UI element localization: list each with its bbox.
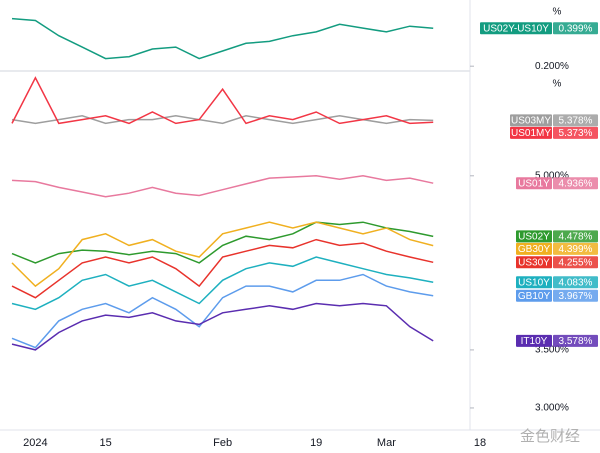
y-tick-label: 5.000% bbox=[535, 170, 569, 181]
legend-name: IT10Y bbox=[521, 336, 548, 347]
legend-value: 4.478% bbox=[559, 232, 593, 243]
series-line bbox=[11, 221, 434, 264]
legend-value-box bbox=[553, 256, 598, 269]
y-tick-label: 3.000% bbox=[535, 403, 569, 414]
legend-value: 4.936% bbox=[559, 178, 593, 189]
x-tick-label: 18 bbox=[474, 437, 486, 449]
y-tick-label: 0.200% bbox=[535, 61, 569, 72]
legend-name-box bbox=[516, 242, 552, 255]
legend-value: 5.373% bbox=[559, 128, 593, 139]
legend-name-box bbox=[516, 276, 552, 289]
legend-value: 4.255% bbox=[559, 257, 593, 268]
series-line bbox=[11, 17, 434, 60]
y-unit-label: % bbox=[553, 79, 562, 90]
legend-name: GB10Y bbox=[518, 291, 551, 302]
legend-name-box bbox=[510, 126, 552, 139]
legend-name: US10Y bbox=[518, 277, 550, 288]
y-unit-label: % bbox=[553, 7, 562, 18]
legend-name: US03MY bbox=[511, 116, 551, 127]
legend-name: GB30Y bbox=[518, 244, 551, 255]
legend-name-box bbox=[516, 230, 552, 243]
legend-value: 3.967% bbox=[559, 291, 593, 302]
legend-value-box bbox=[553, 276, 598, 289]
legend-name-box bbox=[516, 177, 552, 190]
legend-value-box bbox=[553, 289, 598, 302]
x-tick-label: Mar bbox=[377, 437, 396, 449]
x-tick-label: 15 bbox=[99, 437, 111, 449]
legend-name: US01Y bbox=[518, 178, 550, 189]
legend-value-box bbox=[553, 177, 598, 190]
legend-value-box bbox=[553, 334, 598, 347]
x-tick-label: 2024 bbox=[23, 437, 47, 449]
legend-name-box bbox=[510, 114, 552, 127]
legend-value: 0.399% bbox=[559, 23, 593, 34]
legend-value-box bbox=[553, 230, 598, 243]
legend-value-box bbox=[553, 114, 598, 127]
legend-name-box bbox=[480, 22, 552, 35]
series-line bbox=[11, 221, 434, 288]
legend-name: US02Y-US10Y bbox=[483, 23, 549, 34]
legend-name: US01MY bbox=[511, 128, 551, 139]
legend-name-box bbox=[516, 289, 552, 302]
legend-value: 5.378% bbox=[559, 116, 593, 127]
legend-value-box bbox=[553, 242, 598, 255]
legend-name-box bbox=[516, 334, 552, 347]
x-tick-label: 19 bbox=[310, 437, 322, 449]
series-line bbox=[11, 256, 434, 311]
series-line bbox=[11, 302, 434, 351]
legend-value-box bbox=[553, 22, 598, 35]
legend-name-box bbox=[516, 256, 552, 269]
legend-value-box bbox=[553, 126, 598, 139]
y-tick-label: 3.500% bbox=[535, 345, 569, 356]
series-line bbox=[11, 76, 434, 125]
series-line bbox=[11, 273, 434, 349]
series-line bbox=[11, 238, 434, 299]
legend-value: 4.083% bbox=[559, 277, 593, 288]
watermark: 金色财经 bbox=[520, 428, 580, 445]
x-tick-label: Feb bbox=[213, 437, 232, 449]
series-line bbox=[11, 175, 434, 198]
legend-value: 4.399% bbox=[559, 244, 593, 255]
legend-value: 3.578% bbox=[559, 336, 593, 347]
legend-name: US30Y bbox=[518, 257, 550, 268]
legend-name: US02Y bbox=[518, 232, 550, 243]
series-line bbox=[11, 115, 434, 125]
